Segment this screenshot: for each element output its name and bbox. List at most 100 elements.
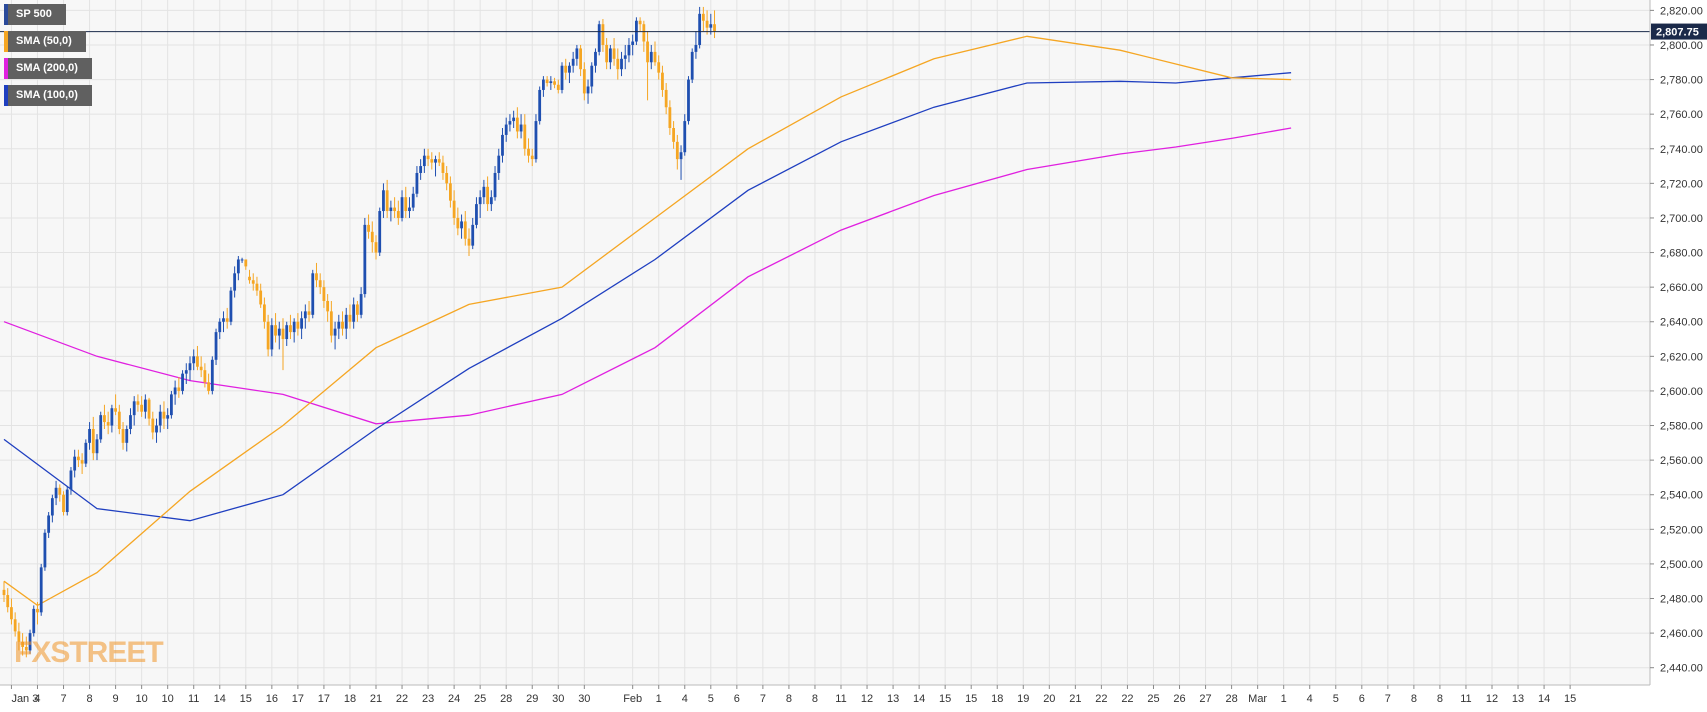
candle-body xyxy=(378,211,382,253)
candle xyxy=(471,217,475,250)
candle xyxy=(597,20,601,56)
candle xyxy=(519,114,523,139)
candle xyxy=(467,228,471,257)
candle-body xyxy=(482,186,486,198)
candle xyxy=(582,62,586,101)
candle-body xyxy=(255,283,259,291)
candle-body xyxy=(415,172,419,194)
candle xyxy=(143,394,147,419)
candle-body xyxy=(627,44,631,56)
candle xyxy=(408,197,411,218)
candle-body xyxy=(701,13,705,21)
candle-body xyxy=(236,259,240,274)
candle-body xyxy=(389,207,393,212)
candle-body xyxy=(549,81,553,84)
candle xyxy=(24,636,28,658)
x-tick-label: 24 xyxy=(448,693,460,705)
candle-body xyxy=(151,418,155,433)
candle xyxy=(564,58,568,80)
legend-item-sp500[interactable]: SP 500 xyxy=(4,4,66,25)
candle xyxy=(296,313,300,336)
candle xyxy=(382,183,385,218)
candle-body xyxy=(125,428,129,443)
candle-body xyxy=(698,13,702,45)
y-axis: 2,440.00 2,460.00 2,480.00 2,500.00 2,520.00… xyxy=(1649,0,1707,685)
x-tick-label: 17 xyxy=(318,693,330,705)
candle xyxy=(367,214,370,239)
candle-body xyxy=(303,311,307,319)
candle xyxy=(672,121,675,149)
candle-body xyxy=(683,121,687,153)
candle-body xyxy=(352,304,356,322)
candle xyxy=(136,394,140,412)
x-tick-label: 4 xyxy=(1307,693,1313,705)
candle-body xyxy=(240,259,244,261)
y-tick-label: 2,780.00 xyxy=(1660,75,1703,87)
candle-body xyxy=(463,221,467,239)
candle xyxy=(326,294,330,322)
legend-item-sma50[interactable]: SMA (50,0) xyxy=(4,31,86,52)
candle-body xyxy=(329,311,333,336)
candle-body xyxy=(54,487,58,499)
candle-body xyxy=(356,304,359,315)
candle-body xyxy=(512,117,516,122)
candle xyxy=(620,51,623,77)
candle-body xyxy=(69,470,73,490)
candle xyxy=(274,313,277,343)
x-tick-label: 7 xyxy=(1385,693,1391,705)
candle xyxy=(642,20,646,52)
candle xyxy=(307,300,311,322)
candle-body xyxy=(166,415,170,419)
y-tick-label: 2,720.00 xyxy=(1660,178,1703,190)
candle-body xyxy=(504,124,508,135)
candle xyxy=(705,10,709,35)
candle-body xyxy=(341,321,344,329)
legend-item-sma100[interactable]: SMA (100,0) xyxy=(4,85,92,106)
candle xyxy=(69,467,73,495)
candle xyxy=(363,217,367,298)
x-tick-label: 25 xyxy=(474,693,486,705)
candle xyxy=(389,200,393,222)
candle-body xyxy=(326,300,330,312)
candle-body xyxy=(690,51,694,80)
candle-body xyxy=(385,190,389,212)
candle-body xyxy=(556,84,560,90)
candle xyxy=(84,439,88,468)
candle xyxy=(225,307,229,329)
candle-body xyxy=(542,79,545,90)
candle-body xyxy=(679,152,683,160)
candle-body xyxy=(370,231,374,243)
candle xyxy=(10,598,13,625)
candle-body xyxy=(147,399,151,419)
candle xyxy=(649,44,653,70)
candle-body xyxy=(694,44,698,52)
x-tick-label: 25 xyxy=(1147,693,1159,705)
candle-body xyxy=(449,183,452,201)
x-tick-label: 13 xyxy=(1512,693,1524,705)
candle-body xyxy=(396,211,400,218)
candle-body xyxy=(117,411,121,429)
candle xyxy=(579,44,582,77)
candle-body xyxy=(568,65,571,73)
plot-area[interactable] xyxy=(0,0,1650,685)
candle xyxy=(523,114,527,156)
legend-item-sma200[interactable]: SMA (200,0) xyxy=(4,58,92,79)
candle xyxy=(623,44,627,70)
x-tick-label: 19 xyxy=(1017,693,1029,705)
candle xyxy=(289,314,292,340)
candle xyxy=(229,287,233,326)
candle xyxy=(263,297,266,329)
candle xyxy=(426,148,430,167)
x-tick-label: 6 xyxy=(734,693,740,705)
candle xyxy=(601,19,605,52)
candle xyxy=(65,486,69,516)
candle-body xyxy=(638,20,642,25)
candle xyxy=(441,155,445,180)
x-tick-label: 5 xyxy=(708,693,714,705)
candle-body xyxy=(452,200,456,218)
candle-body xyxy=(192,356,196,364)
candle-body xyxy=(508,121,512,125)
candle-body xyxy=(586,86,590,94)
candle xyxy=(47,512,51,538)
